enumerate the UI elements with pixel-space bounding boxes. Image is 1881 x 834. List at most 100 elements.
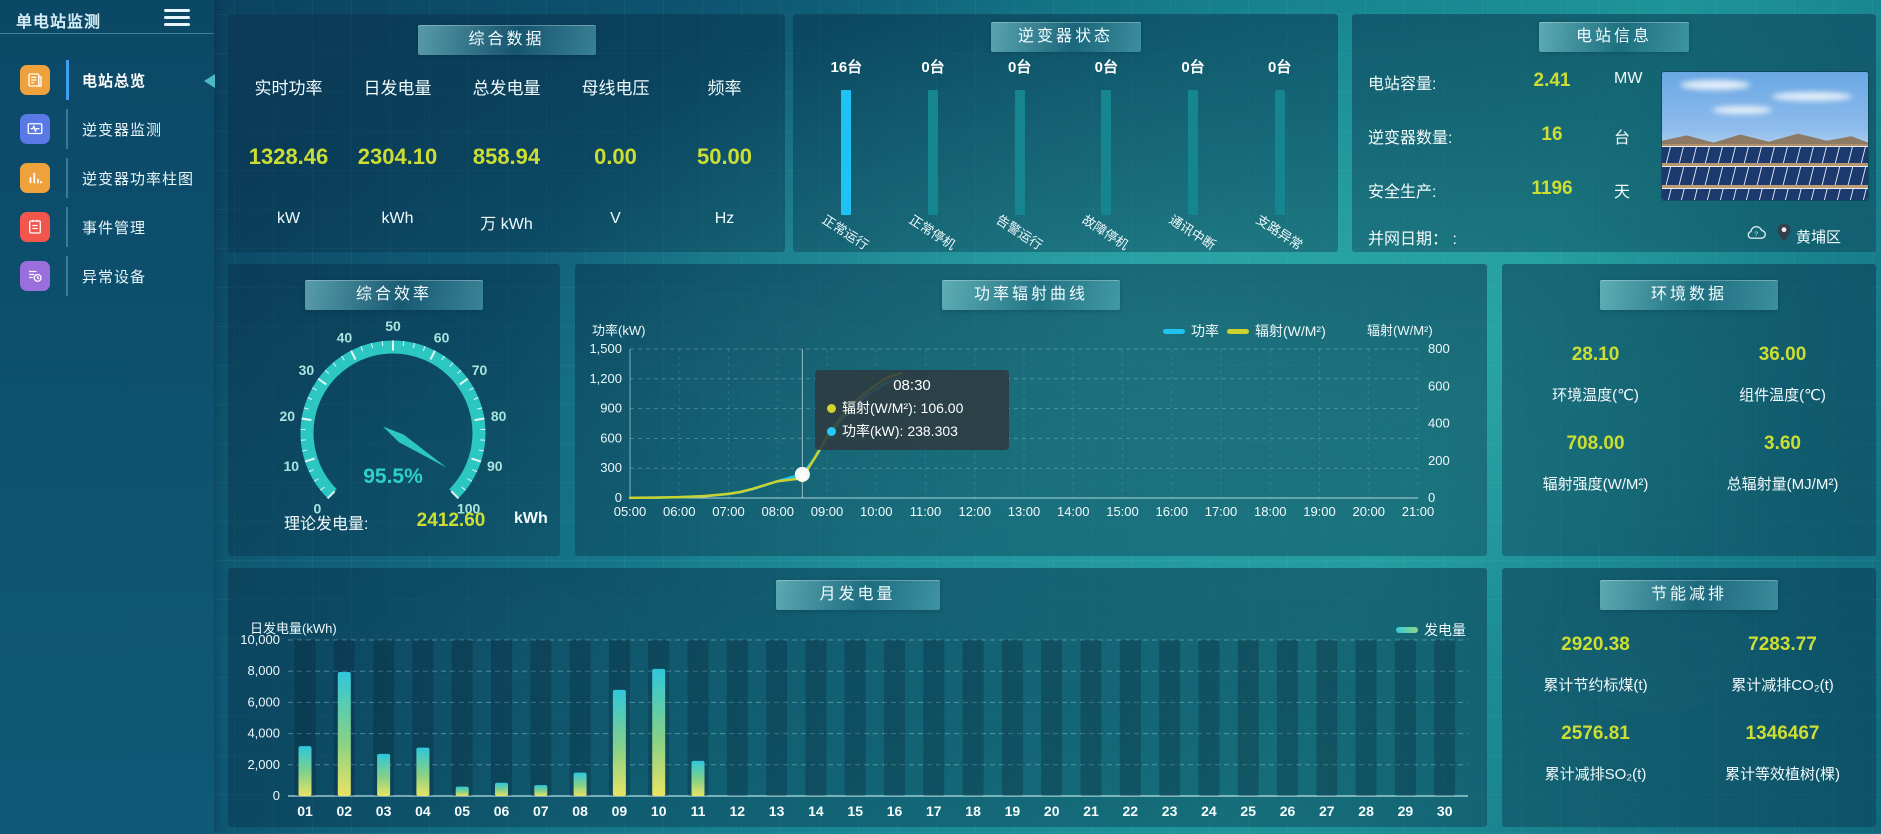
bar-06[interactable] (495, 782, 508, 796)
svg-text:?: ? (1754, 231, 1758, 238)
svg-text:19:00: 19:00 (1303, 504, 1336, 519)
panel-power-radiation: 功率辐射曲线 功率(kW) 辐射(W/M²) 功率 辐射(W/M²) 05:00… (575, 264, 1487, 556)
location-pin-icon[interactable] (1776, 223, 1792, 248)
power-radiation-chart[interactable]: 05:00 06:00 07:00 08:00 09:00 10:00 11:00 12:00… (575, 264, 1487, 556)
svg-text:16: 16 (887, 803, 903, 819)
inverter-status-branch-abnormal[interactable]: 0台 支路异常 (1253, 59, 1306, 253)
bar-chart-icon (20, 163, 50, 193)
sidebar-item-station-overview[interactable]: 电站总览 (0, 58, 214, 102)
weather-cloud-icon[interactable]: ? (1744, 224, 1768, 247)
inverter-status-fault-stop[interactable]: 0台 故障停机 (1079, 59, 1132, 253)
svg-text:0: 0 (615, 490, 622, 505)
bar-11[interactable] (691, 760, 705, 796)
legend-power[interactable]: 功率 (1163, 321, 1219, 341)
svg-text:10,000: 10,000 (240, 632, 280, 647)
svg-text:15:00: 15:00 (1106, 504, 1139, 519)
bar-shadow (923, 640, 945, 796)
sidebar-item-accent (66, 158, 68, 198)
svg-text:23: 23 (1162, 803, 1178, 819)
svg-text:1,200: 1,200 (589, 371, 622, 386)
metric-frequency: 频率 50.00 Hz (696, 79, 753, 227)
status-bar (1014, 90, 1025, 215)
metric-realtime-power: 实时功率 1328.46 kW (248, 79, 329, 227)
svg-text:20:00: 20:00 (1352, 504, 1385, 519)
bar-09[interactable] (612, 689, 626, 796)
overview-icon (20, 65, 50, 95)
inverter-status-alarm-run[interactable]: 0台 告警运行 (993, 59, 1046, 253)
tooltip-power: 功率(kW): 238.303 (827, 421, 997, 441)
chart-tooltip: 08:30 辐射(W/M²): 106.00 功率(kW): 238.303 (815, 370, 1009, 450)
status-bar (1274, 90, 1285, 215)
svg-text:16:00: 16:00 (1155, 504, 1188, 519)
svg-text:27: 27 (1319, 803, 1335, 819)
sidebar-item-event-management[interactable]: 事件管理 (0, 205, 214, 249)
metric-so2-reduced: 2576.81 累计减排SO₂(t) (1544, 723, 1647, 783)
sidebar: 单电站监测 电站总览 逆变器监测 逆变器功率柱图 (0, 0, 214, 834)
svg-text:04: 04 (415, 803, 431, 819)
notebook-icon (20, 212, 50, 242)
collapse-arrow-icon[interactable] (204, 74, 215, 88)
bar-04[interactable] (416, 747, 430, 796)
bar-shadow (1041, 640, 1063, 796)
panel-station-info: 电站信息 电站容量: 2.41 MW 逆变器数量: 16 台 安全生产: 119… (1352, 14, 1876, 252)
inverter-status-comm-lost[interactable]: 0台 通讯中断 (1166, 59, 1219, 253)
bar-chart-legend: 发电量 (1396, 620, 1466, 640)
svg-text:15: 15 (847, 803, 863, 819)
app-title: 单电站监测 (16, 14, 102, 31)
bar-07[interactable] (534, 785, 548, 796)
bar-01[interactable] (298, 746, 312, 796)
line-chart-legend: 功率 辐射(W/M²) (1163, 321, 1326, 341)
inverter-status-normal-stop[interactable]: 0台 正常停机 (906, 59, 959, 253)
bar-shadow (726, 640, 748, 796)
sidebar-divider (0, 33, 214, 34)
svg-text:24: 24 (1201, 803, 1217, 819)
bar-shadow (962, 640, 984, 796)
svg-text:03: 03 (376, 803, 392, 819)
tooltip-radiation: 辐射(W/M²): 106.00 (827, 398, 997, 418)
panel-monthly-energy: 月发电量 日发电量(kWh) 发电量 0 2,000 4,000 6,000 8,000… (228, 568, 1487, 827)
bar-shadow (451, 640, 473, 796)
svg-text:29: 29 (1398, 803, 1414, 819)
svg-text:13: 13 (769, 803, 785, 819)
bar-08[interactable] (573, 772, 587, 796)
sidebar-item-inverter-monitor[interactable]: 逆变器监测 (0, 107, 214, 151)
panel-title: 节能减排 (1600, 580, 1778, 610)
svg-text:20: 20 (1044, 803, 1060, 819)
svg-text:2,000: 2,000 (247, 757, 280, 772)
sidebar-item-inverter-power-bars[interactable]: 逆变器功率柱图 (0, 156, 214, 200)
bar-02[interactable] (337, 671, 351, 796)
svg-text:07:00: 07:00 (712, 504, 745, 519)
bar-shadow (1237, 640, 1259, 796)
panel-title: 逆变器状态 (990, 22, 1141, 52)
svg-text:10: 10 (651, 803, 667, 819)
sidebar-item-abnormal-devices[interactable]: 异常设备 (0, 254, 214, 298)
bar-shadow (1277, 640, 1298, 796)
inverter-status-normal-run[interactable]: 16台 正常运行 (819, 59, 872, 253)
station-photo (1662, 72, 1868, 200)
panel-title: 电站信息 (1539, 22, 1689, 52)
svg-text:08:00: 08:00 (761, 504, 794, 519)
bar-shadow (844, 640, 866, 796)
svg-text:18:00: 18:00 (1254, 504, 1287, 519)
svg-text:90: 90 (487, 458, 503, 474)
svg-text:28: 28 (1358, 803, 1374, 819)
svg-text:14:00: 14:00 (1057, 504, 1090, 519)
district-label[interactable]: 黄埔区 (1796, 229, 1842, 246)
panel-title: 环境数据 (1600, 280, 1778, 310)
bar-shadow (1080, 640, 1102, 796)
metric-trees-equivalent: 1346467 累计等效植树(棵) (1725, 723, 1840, 783)
legend-generation[interactable]: 发电量 (1396, 620, 1466, 640)
sidebar-item-label: 逆变器功率柱图 (82, 171, 195, 188)
svg-text:900: 900 (600, 401, 622, 416)
legend-radiation[interactable]: 辐射(W/M²) (1227, 321, 1326, 341)
bar-shadow (530, 640, 552, 796)
bar-03[interactable] (377, 753, 391, 796)
efficiency-gauge[interactable]: 0 10 20 30 40 50 60 70 80 90 100 95.5% (228, 264, 560, 556)
bar-10[interactable] (652, 668, 666, 796)
savings-metrics: 2920.38 累计节约标煤(t) 7283.77 累计减排CO₂(t) 257… (1502, 606, 1876, 784)
metric-total-radiation: 3.60 总辐射量(MJ/M²) (1726, 433, 1839, 493)
bar-shadow (766, 640, 788, 796)
hamburger-menu-icon[interactable] (164, 9, 190, 27)
bar-05[interactable] (455, 786, 469, 796)
